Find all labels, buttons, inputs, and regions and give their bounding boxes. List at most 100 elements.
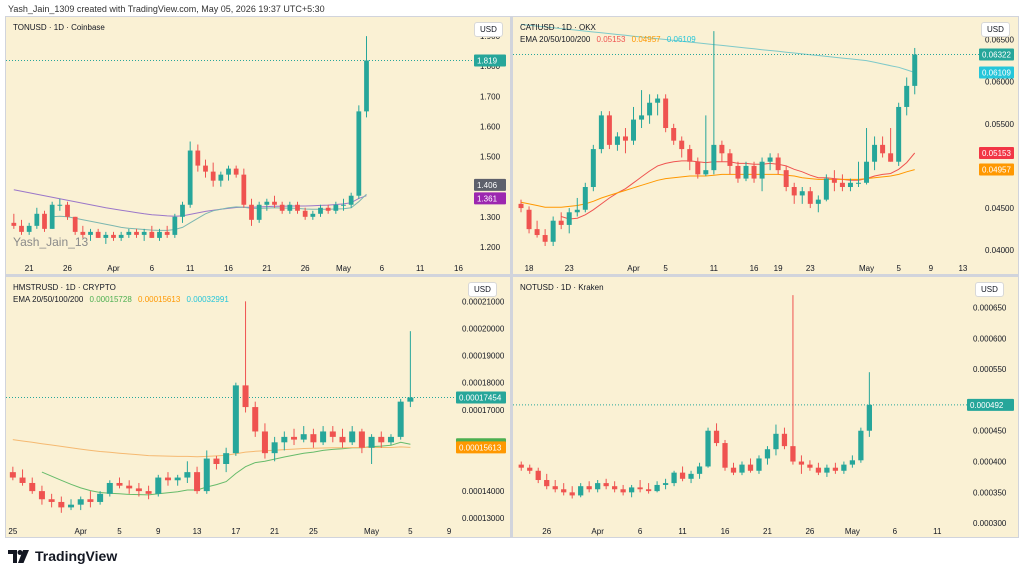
y-tick-label: 1.200 (480, 243, 501, 252)
candle-body (586, 486, 592, 490)
y-tick-label: 0.000550 (973, 365, 1007, 374)
x-tick-label: 17 (231, 527, 240, 536)
candle-body (773, 433, 779, 450)
candle-body (751, 165, 757, 179)
y-tick-label: 1.600 (480, 122, 501, 131)
x-tick-label: 9 (929, 264, 934, 273)
candle-body (252, 407, 259, 432)
x-tick-label: 21 (270, 527, 279, 536)
candle-body (832, 467, 839, 471)
x-tick-label: 5 (663, 264, 668, 273)
candle-body (526, 209, 532, 230)
x-tick-label: 19 (774, 264, 783, 273)
tradingview-logo[interactable]: TradingView (8, 548, 117, 564)
currency-button[interactable]: USD (474, 22, 503, 37)
price-label-bg (474, 178, 506, 191)
currency-button[interactable]: USD (981, 22, 1010, 37)
y-tick-label: 0.05500 (985, 120, 1014, 129)
candle-body (722, 443, 728, 468)
candle-body (775, 157, 781, 171)
candle-body (647, 102, 653, 116)
symbol-title[interactable]: TONUSD · 1D · Coinbase (13, 23, 105, 32)
x-tick-label: 21 (763, 527, 772, 536)
candle-body (912, 54, 918, 86)
x-tick-label: 26 (301, 264, 310, 273)
candlestick-chart[interactable]: 0.00021000 0.00020000 0.00019000 0.00018000… (6, 277, 510, 537)
candle-body (223, 453, 230, 464)
candle-body (180, 204, 185, 217)
x-tick-label: 9 (156, 527, 161, 536)
candle-body (671, 472, 677, 484)
x-tick-label: Apr (74, 527, 87, 536)
symbol-title[interactable]: HMSTRUSD · 1D · CRYPTO (13, 283, 116, 292)
candle-body (896, 106, 902, 162)
price-label-text: 0.06109 (982, 68, 1011, 77)
candle-body (582, 187, 588, 210)
candle-body (187, 150, 193, 205)
x-tick-label: 11 (416, 264, 425, 273)
x-tick-label: 11 (933, 527, 942, 536)
ema-legend[interactable]: EMA 20/50/100/200 0.00015728 0.00015613 … (13, 295, 229, 304)
candle-body (839, 182, 845, 188)
price-label-bg (474, 54, 506, 67)
candle-body (157, 231, 162, 238)
candle-body (172, 216, 178, 235)
y-tick-label: 0.00020000 (462, 324, 505, 333)
price-label-text: 1.361 (477, 194, 498, 203)
symbol-title[interactable]: CATIUSD · 1D · OKX (520, 23, 596, 32)
candle-body (264, 201, 270, 205)
symbol-title[interactable]: NOTUSD · 1D · Kraken (520, 283, 604, 292)
candle-body (349, 431, 356, 443)
ema-line-1 (52, 193, 367, 231)
candlestick-chart[interactable]: 1.9001.8001.7001.6001.5001.3001.2002126A… (6, 17, 510, 274)
candlestick-chart[interactable]: 0.000650 0.000600 0.000550 0.000450 0.000400… (513, 277, 1018, 537)
price-label-bg (979, 163, 1014, 176)
price-label-text: 0.00015613 (459, 443, 502, 452)
candle-body (781, 433, 788, 447)
candle-body (856, 182, 861, 184)
candle-body (42, 213, 47, 229)
price-label: 1.361 (474, 192, 506, 205)
candle-body (281, 436, 288, 443)
price-label-text: 0.000492 (970, 401, 1004, 410)
candle-body (791, 187, 797, 196)
currency-button[interactable]: USD (975, 282, 1004, 297)
candle-body (310, 434, 317, 443)
candle-body (864, 161, 870, 183)
chart-panel-tonusd[interactable]: 1.9001.8001.7001.6001.5001.3001.2002126A… (6, 17, 510, 274)
ema-line-1 (520, 169, 915, 208)
candle-body (291, 436, 298, 440)
x-tick-label: 23 (806, 264, 815, 273)
y-tick-label: 0.00013000 (462, 514, 505, 523)
x-tick-label: 21 (25, 264, 34, 273)
ema-legend[interactable]: EMA 20/50/100/200 0.05153 0.04957 0.0610… (520, 35, 696, 44)
currency-button[interactable]: USD (468, 282, 497, 297)
candle-body (815, 467, 822, 473)
x-tick-label: Apr (591, 527, 604, 536)
candle-body (679, 472, 686, 479)
candle-body (858, 430, 864, 461)
chart-panel-catiusd[interactable]: 0.06500 0.06000 0.05500 0.04500 0.04000 18 23 A… (513, 17, 1018, 274)
candle-body (195, 150, 201, 166)
y-tick-label: 0.00017000 (462, 406, 505, 415)
candle-body (743, 165, 749, 179)
y-tick-label: 0.06000 (985, 78, 1014, 87)
candle-body (72, 216, 78, 232)
candle-body (847, 182, 853, 188)
candle-body (578, 486, 584, 496)
y-tick-label: 0.04000 (985, 246, 1014, 255)
candle-body (798, 461, 805, 465)
candle-body (637, 487, 643, 490)
candle-body (218, 174, 224, 181)
candle-body (38, 491, 45, 500)
price-label-bg (979, 66, 1014, 79)
candle-body (756, 458, 762, 471)
y-tick-label: 0.00021000 (462, 297, 505, 306)
candle-body (849, 460, 856, 465)
candle-body (783, 170, 789, 188)
candlestick-chart[interactable]: 0.06500 0.06000 0.05500 0.04500 0.04000 18 23 A… (513, 17, 1018, 274)
x-tick-label: 11 (710, 264, 719, 273)
chart-panel-notusd[interactable]: 0.000650 0.000600 0.000550 0.000450 0.000400… (513, 277, 1018, 537)
chart-panel-hmstrusd[interactable]: 0.00021000 0.00020000 0.00019000 0.00018000… (6, 277, 510, 537)
candle-body (320, 431, 327, 443)
